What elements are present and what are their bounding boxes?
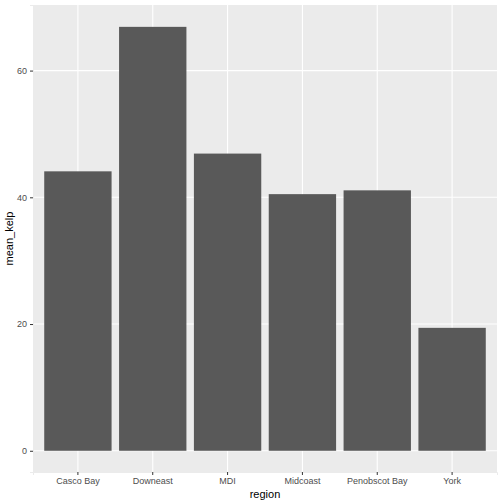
- x-axis-title: region: [250, 488, 281, 500]
- tick-mark: [77, 472, 78, 475]
- tick-mark: [302, 472, 303, 475]
- x-axis: Casco Bay Downeast MDI Midcoast Penobscot Ba…: [34, 472, 498, 486]
- tick: Casco Bay: [56, 472, 100, 486]
- y-axis-title: mean_kelp: [3, 212, 15, 266]
- tick-mark: [152, 472, 153, 475]
- bar: [269, 194, 336, 451]
- tick-label: Penobscot Bay: [347, 476, 408, 486]
- tick-mark: [30, 451, 33, 452]
- tick-label: 20: [17, 319, 27, 329]
- bar: [344, 190, 411, 450]
- tick: 40: [17, 193, 33, 203]
- tick-mark: [30, 324, 33, 325]
- tick-mark: [30, 71, 33, 72]
- grid-line: [33, 70, 497, 71]
- bar: [44, 171, 111, 450]
- tick: 20: [17, 319, 33, 329]
- tick-mark: [452, 472, 453, 475]
- bar: [418, 328, 485, 451]
- tick-label: York: [443, 476, 461, 486]
- tick-label: Casco Bay: [56, 476, 100, 486]
- chart: 0 20 40 60 Casco Bay Downeast MDI Midcoast Penob…: [0, 0, 504, 504]
- axis-line: [34, 473, 498, 476]
- tick: Midcoast: [284, 472, 321, 486]
- bars: [44, 27, 486, 451]
- tick: 0: [22, 446, 33, 456]
- tick-label: 60: [17, 66, 27, 76]
- tick-mark: [227, 472, 228, 475]
- tick-label: Downeast: [133, 476, 174, 486]
- bar: [194, 154, 261, 451]
- tick: MDI: [219, 472, 236, 486]
- tick: Downeast: [133, 472, 174, 486]
- y-axis: 0 20 40 60: [17, 6, 34, 473]
- tick-label: 0: [22, 446, 27, 456]
- tick-label: 40: [17, 193, 27, 203]
- panel-background: [33, 5, 497, 472]
- tick: Penobscot Bay: [347, 472, 408, 486]
- tick-label: MDI: [219, 476, 236, 486]
- axis-line: [30, 6, 34, 473]
- tick-mark: [377, 472, 378, 475]
- tick-label: Midcoast: [284, 476, 321, 486]
- tick: York: [443, 472, 461, 486]
- tick-mark: [30, 197, 33, 198]
- bar: [119, 27, 186, 451]
- plot: 0 20 40 60 Casco Bay Downeast MDI Midcoast Penob…: [17, 5, 498, 486]
- tick: 60: [17, 66, 33, 76]
